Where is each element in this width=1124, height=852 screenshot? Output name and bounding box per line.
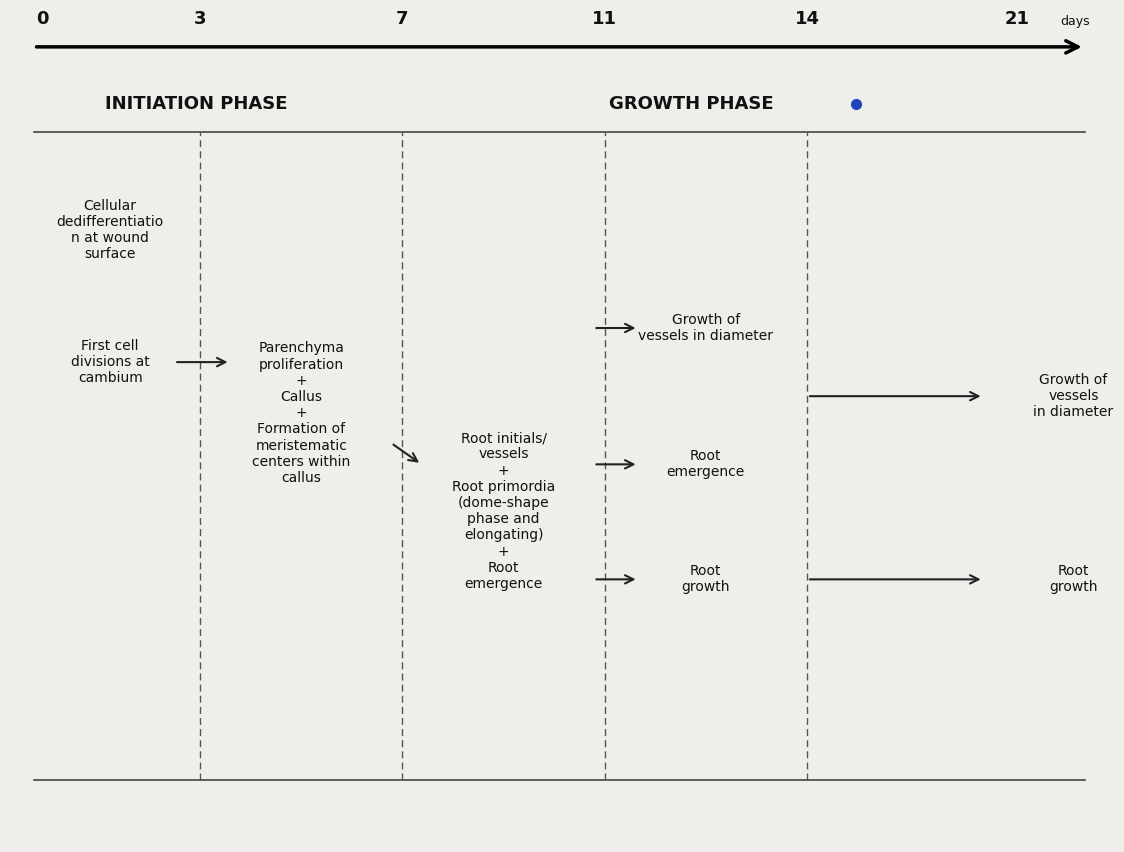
Text: Root
growth: Root growth	[1049, 564, 1098, 595]
Text: Root
growth: Root growth	[681, 564, 731, 595]
Text: 0: 0	[36, 10, 49, 28]
Text: 11: 11	[592, 10, 617, 28]
Text: First cell
divisions at
cambium: First cell divisions at cambium	[71, 339, 149, 385]
Text: 14: 14	[795, 10, 819, 28]
Text: INITIATION PHASE: INITIATION PHASE	[106, 95, 288, 113]
Text: days: days	[1060, 15, 1089, 28]
Text: GROWTH PHASE: GROWTH PHASE	[609, 95, 773, 113]
Text: Root initials/
vessels
+
Root primordia
(dome-shape
phase and
elongating)
+
Root: Root initials/ vessels + Root primordia …	[452, 431, 555, 591]
Text: 21: 21	[1005, 10, 1030, 28]
Text: Root
emergence: Root emergence	[667, 449, 745, 480]
Text: Parenchyma
proliferation
+
Callus
+
Formation of
meristematic
centers within
cal: Parenchyma proliferation + Callus + Form…	[252, 342, 351, 485]
Text: 7: 7	[396, 10, 409, 28]
Text: 3: 3	[193, 10, 207, 28]
Text: Growth of
vessels
in diameter: Growth of vessels in diameter	[1033, 373, 1114, 419]
Text: Growth of
vessels in diameter: Growth of vessels in diameter	[638, 313, 773, 343]
Text: Cellular
dedifferentiatio
n at wound
surface: Cellular dedifferentiatio n at wound sur…	[56, 199, 164, 262]
